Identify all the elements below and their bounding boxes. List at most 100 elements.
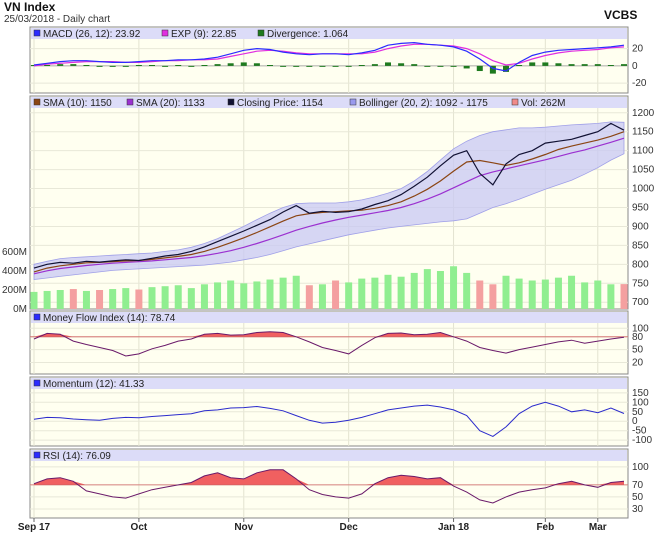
divergence-bar xyxy=(83,65,90,66)
volume-bar xyxy=(450,266,458,309)
volume-bar xyxy=(436,271,444,309)
divergence-bar xyxy=(319,65,326,67)
volume-bar xyxy=(397,276,405,309)
xtick-label-1: Oct xyxy=(131,522,148,533)
volume-bar xyxy=(318,284,326,309)
panel-1-legend-band xyxy=(31,97,627,108)
divergence-bar xyxy=(109,65,116,67)
volume-bar xyxy=(187,288,195,309)
legend-swatch-3-0 xyxy=(33,379,41,387)
divergence-bar xyxy=(555,63,562,66)
divergence-bar xyxy=(529,62,536,66)
ytick-0-0: 20 xyxy=(632,44,644,55)
xtick-label-2: Nov xyxy=(234,522,253,533)
chart-title: VN Index xyxy=(4,0,56,14)
divergence-bar xyxy=(70,64,77,66)
legend-text-1-0: SMA (10): 1150 xyxy=(43,98,112,109)
divergence-bar xyxy=(437,65,444,67)
divergence-bar xyxy=(424,65,431,67)
divergence-bar xyxy=(476,65,483,72)
divergence-bar xyxy=(162,65,169,67)
legend-swatch-1-0 xyxy=(33,98,41,106)
volume-bar xyxy=(69,289,77,309)
legend-text-0-0: MACD (26, 12): 23.92 xyxy=(43,29,141,40)
legend-swatch-2-0 xyxy=(33,313,41,321)
volume-bar xyxy=(371,277,379,309)
volume-bar xyxy=(345,282,353,309)
xtick-label-3: Dec xyxy=(339,522,358,533)
chart-subtitle: 25/03/2018 - Daily chart xyxy=(4,14,110,25)
vol-tick-1: 400M xyxy=(2,266,27,277)
divergence-bar xyxy=(385,62,391,66)
ytick-2-0: 100 xyxy=(632,323,649,334)
ytick-3-2: 50 xyxy=(632,407,644,418)
legend-text-0-1: EXP (9): 22.85 xyxy=(171,29,237,40)
ytick-1-8: 800 xyxy=(632,259,649,270)
volume-bar xyxy=(423,269,431,309)
divergence-bar xyxy=(96,65,103,67)
ytick-4-2: 50 xyxy=(632,492,644,503)
xtick-label-6: Mar xyxy=(589,522,607,533)
divergence-bar xyxy=(371,64,378,66)
divergence-bar xyxy=(214,64,221,66)
panel-0-legend-band xyxy=(31,28,627,39)
divergence-bar xyxy=(489,65,496,74)
ytick-1-5: 950 xyxy=(632,203,649,214)
volume-bar xyxy=(82,290,90,309)
volume-bar xyxy=(96,290,104,309)
divergence-bar xyxy=(411,64,418,66)
volume-bar xyxy=(109,289,117,309)
divergence-bar xyxy=(607,65,614,66)
panel-2-legend-band xyxy=(31,312,627,323)
divergence-bar xyxy=(175,65,182,66)
legend-swatch-0-1 xyxy=(161,29,169,37)
legend-swatch-0-0 xyxy=(33,29,41,37)
vol-tick-2: 200M xyxy=(2,285,27,296)
overbought-fill-4 xyxy=(34,469,624,485)
panel-4-legend-band xyxy=(31,450,627,461)
volume-bar xyxy=(30,291,38,309)
xtick-label-5: Feb xyxy=(536,522,554,533)
legend-text-3-0: Momentum (12): 41.33 xyxy=(43,379,145,390)
volume-bar xyxy=(554,277,562,309)
divergence-bar xyxy=(463,65,470,69)
volume-bar xyxy=(227,280,235,309)
divergence-bar xyxy=(594,64,601,66)
divergence-bar xyxy=(201,65,208,66)
divergence-bar xyxy=(398,63,405,66)
volume-bar xyxy=(528,280,536,309)
ytick-1-4: 1000 xyxy=(632,184,655,195)
legend-swatch-4-0 xyxy=(33,451,41,459)
volume-bar xyxy=(489,284,497,309)
legend-swatch-1-1 xyxy=(126,98,134,106)
rsi-line xyxy=(33,469,625,504)
divergence-bar xyxy=(503,65,509,72)
divergence-bar xyxy=(44,65,51,66)
divergence-bar xyxy=(280,65,287,67)
legend-text-4-0: RSI (14): 76.09 xyxy=(43,451,111,462)
legend-text-1-4: Vol: 262M xyxy=(521,98,565,109)
volume-bar xyxy=(200,284,208,309)
legend-swatch-0-2 xyxy=(257,29,265,37)
volume-bar xyxy=(410,272,418,309)
divergence-bar xyxy=(568,64,575,66)
divergence-bar xyxy=(621,64,627,66)
divergence-bar xyxy=(542,62,549,66)
vol-tick-3: 0M xyxy=(13,304,27,315)
ytick-0-1: 0 xyxy=(632,61,638,72)
vol-tick-0: 600M xyxy=(2,247,27,258)
divergence-bar xyxy=(188,65,195,67)
macd-line xyxy=(33,41,625,72)
ytick-4-0: 100 xyxy=(632,462,649,473)
ytick-1-10: 700 xyxy=(632,297,649,308)
divergence-bar xyxy=(345,65,352,67)
volume-bar xyxy=(240,283,248,309)
divergence-bar xyxy=(516,65,523,66)
ytick-1-9: 750 xyxy=(632,278,649,289)
volume-bar xyxy=(502,275,510,309)
divergence-bar xyxy=(332,65,339,67)
volume-bar xyxy=(43,290,51,309)
divergence-bar xyxy=(227,63,234,66)
ytick-1-3: 1050 xyxy=(632,165,655,176)
